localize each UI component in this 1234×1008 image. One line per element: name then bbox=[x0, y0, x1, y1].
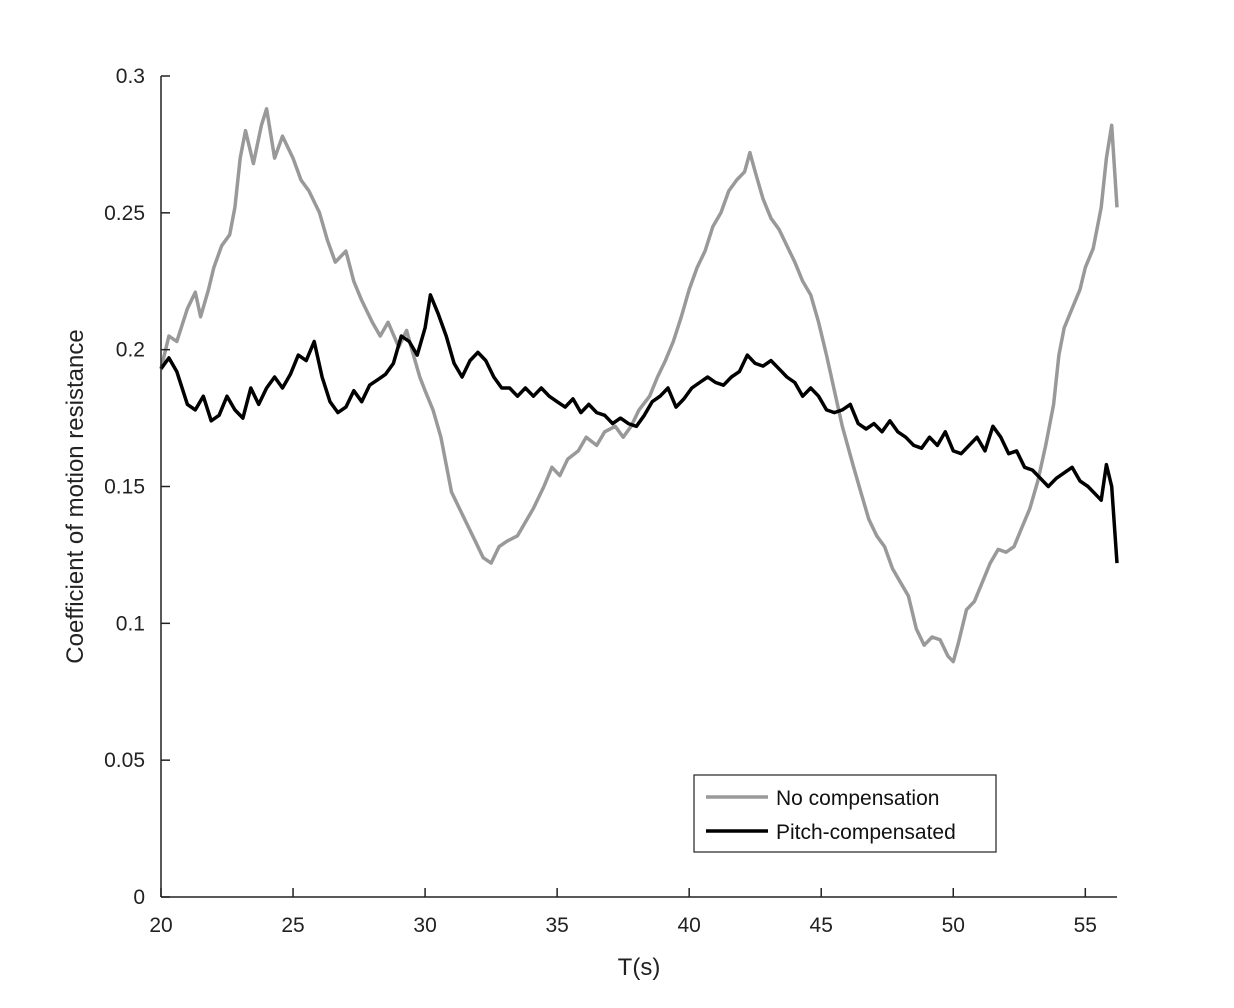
y-ticks: 0 0.05 0.1 0.15 0.2 0.25 0.3 bbox=[104, 65, 170, 909]
axes: 20 25 30 35 40 45 50 55 0 0.05 0.1 0.15 0.2 0.25 0.3 bbox=[104, 65, 1117, 937]
legend-label-pitch-compensated: Pitch-compensated bbox=[776, 821, 956, 844]
y-axis-title: Coefficient of motion resistance bbox=[62, 329, 89, 663]
x-tick-label: 35 bbox=[545, 914, 568, 937]
y-tick-label: 0.3 bbox=[116, 65, 145, 88]
plot-lines bbox=[159, 107, 1119, 664]
y-tick-label: 0.05 bbox=[104, 749, 145, 772]
legend-box bbox=[693, 774, 997, 853]
y-tick-label: 0.15 bbox=[104, 476, 145, 499]
x-tick-label: 30 bbox=[413, 914, 436, 937]
legend-label-no-compensation: No compensation bbox=[776, 787, 939, 810]
x-tick-label: 40 bbox=[677, 914, 700, 937]
x-tick-label: 45 bbox=[810, 914, 833, 937]
x-tick-label: 20 bbox=[149, 914, 172, 937]
y-tick-label: 0.25 bbox=[104, 202, 145, 225]
y-tick-label: 0.1 bbox=[116, 612, 145, 635]
y-tick-label: 0 bbox=[133, 886, 145, 909]
x-axis-title: T(s) bbox=[618, 954, 661, 981]
series-line-pitch-compensated bbox=[159, 293, 1119, 564]
y-tick-label: 0.2 bbox=[116, 339, 145, 362]
x-tick-label: 50 bbox=[942, 914, 965, 937]
series-line-no-compensation bbox=[159, 107, 1119, 664]
x-ticks: 20 25 30 35 40 45 50 55 bbox=[149, 888, 1097, 937]
x-tick-label: 25 bbox=[281, 914, 304, 937]
x-tick-label: 55 bbox=[1074, 914, 1097, 937]
legend: No compensation Pitch-compensated bbox=[693, 774, 997, 853]
